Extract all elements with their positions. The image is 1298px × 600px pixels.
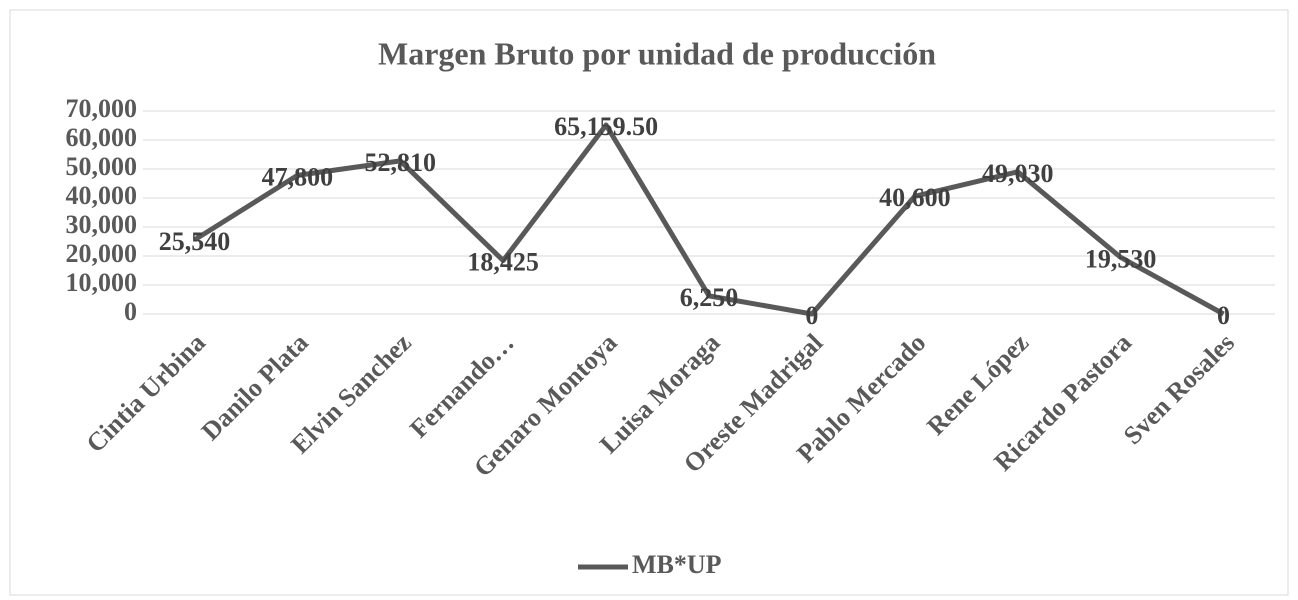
data-label: 47,800: [262, 162, 334, 191]
chart-border: [9, 9, 1289, 596]
data-label: 65,159.50: [554, 112, 658, 141]
y-tick-label: 60,000: [66, 123, 138, 152]
data-label: 6,250: [680, 283, 739, 312]
y-tick-label: 10,000: [66, 268, 138, 297]
data-label: 52,810: [365, 148, 437, 177]
data-label: 0: [1217, 301, 1230, 330]
data-label: 0: [805, 301, 818, 330]
y-tick-label: 20,000: [66, 239, 138, 268]
y-tick-label: 30,000: [66, 210, 138, 239]
y-tick-label: 50,000: [66, 152, 138, 181]
data-label: 49,030: [982, 159, 1054, 188]
line-series: [193, 122, 1225, 317]
y-tick-label: 0: [124, 297, 137, 326]
legend-label: MB*UP: [632, 550, 722, 579]
data-label: 25,540: [159, 227, 231, 256]
data-label: 40,600: [879, 183, 951, 212]
data-label: 19,530: [1085, 244, 1157, 273]
y-tick-label: 40,000: [66, 181, 138, 210]
data-label: 18,425: [467, 248, 539, 277]
y-tick-label: 70,000: [66, 94, 138, 123]
chart-title: Margen Bruto por unidad de producción: [378, 35, 936, 71]
